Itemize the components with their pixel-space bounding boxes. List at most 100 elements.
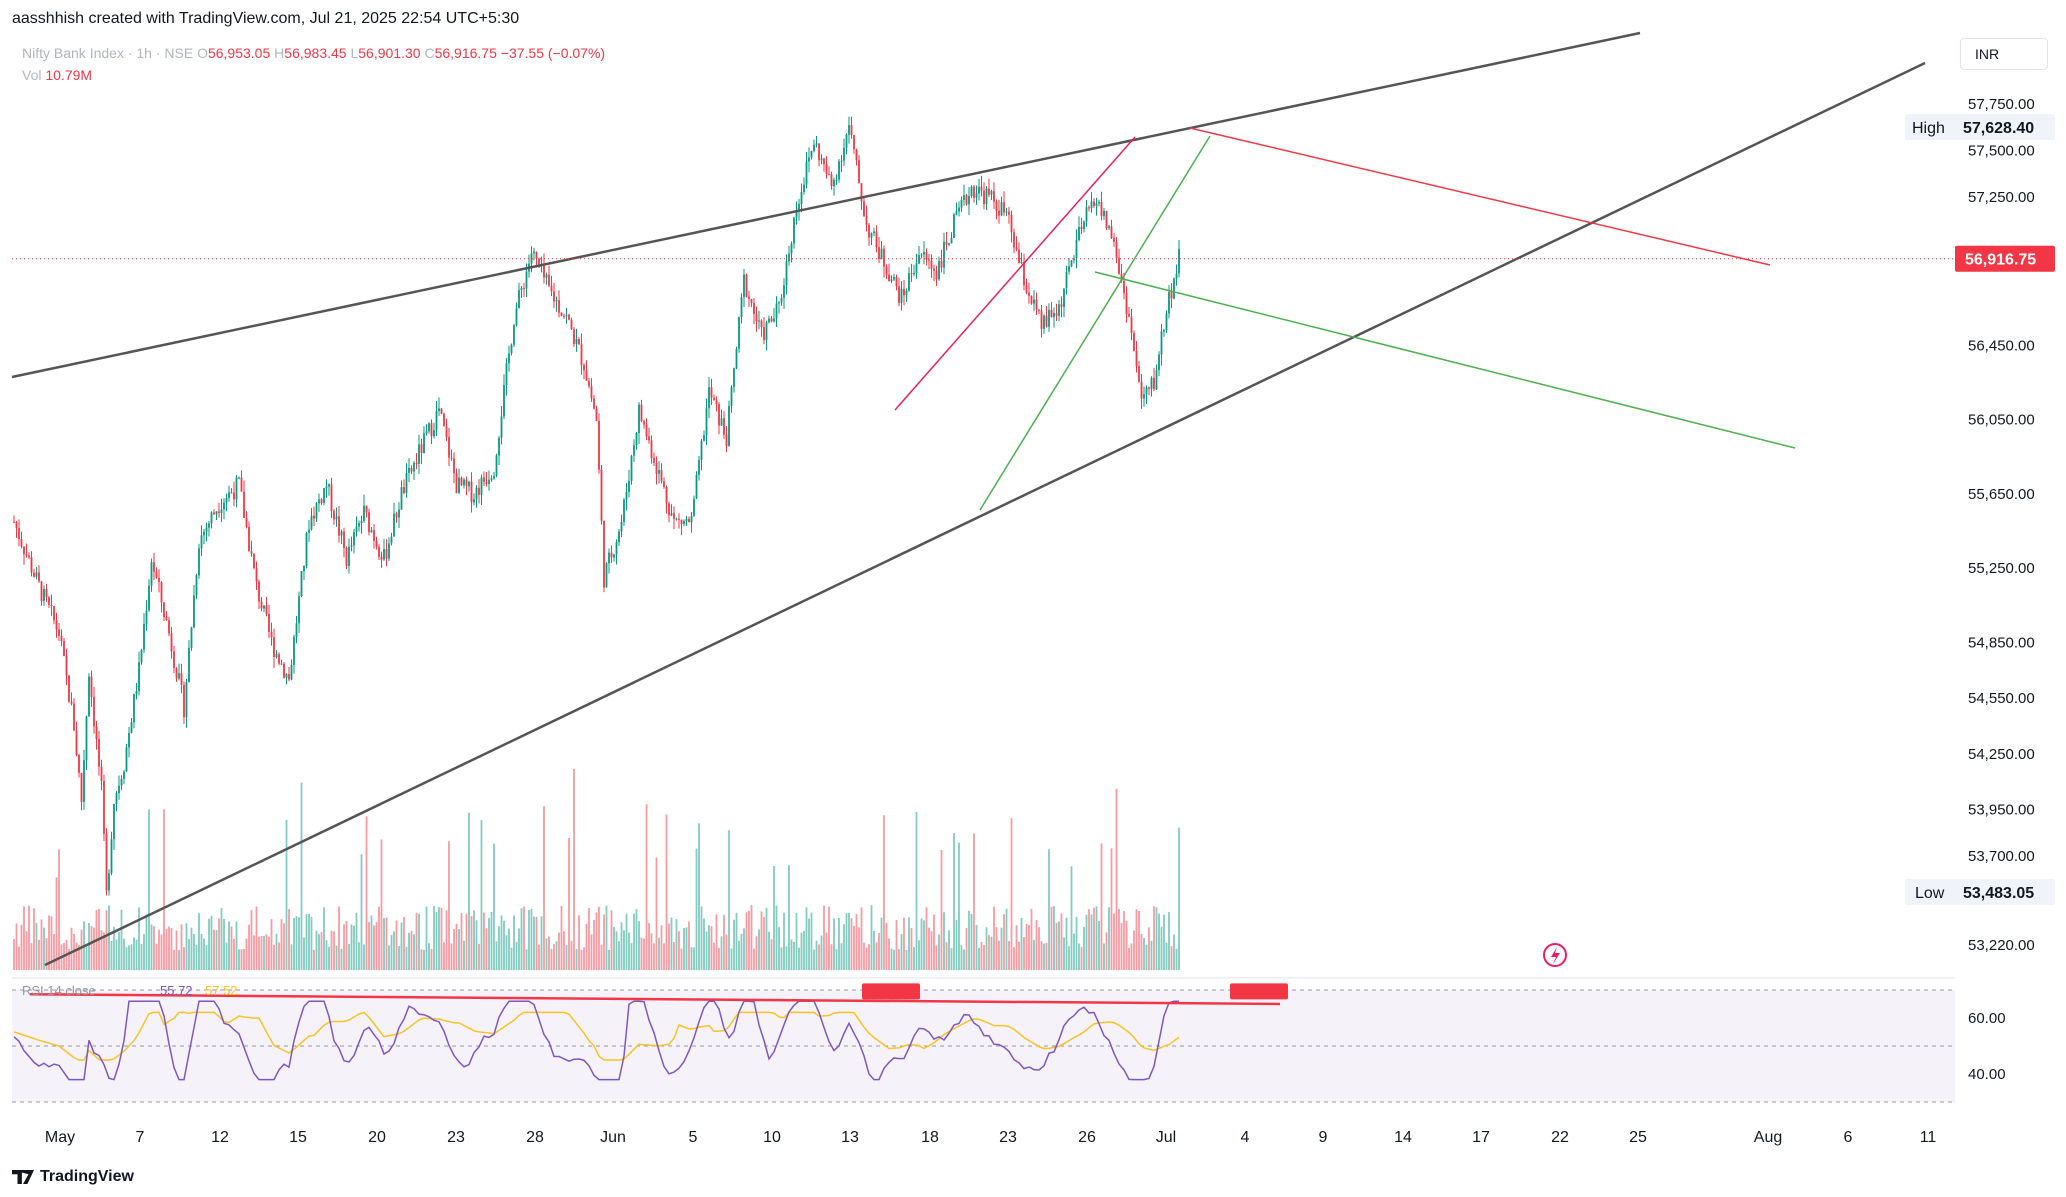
volume-bar [1168,912,1170,970]
candle-body [783,285,785,298]
volume-bar [1158,913,1160,970]
volume-bar [638,921,640,970]
candle-body [290,664,293,680]
candle-body [1010,214,1013,233]
low-marker-value: 53,483.05 [1963,885,2034,902]
candle-body [875,231,878,248]
volume-bar [803,930,805,970]
volume-bar [658,937,660,970]
volume-bar [330,930,333,970]
volume-bar [395,920,398,970]
candle-body [985,188,988,205]
candle-body [313,515,315,519]
candle-body [333,511,335,520]
candle-body [1153,377,1155,390]
candle-body [433,430,435,437]
candle-body [315,503,318,519]
candle-body [650,440,653,458]
candle-body [645,424,648,437]
candle-body [1093,201,1095,207]
volume-bar [550,948,553,970]
symbol-legend[interactable]: Nifty Bank Index · 1h · NSE O56,953.05 H… [22,45,605,61]
rsi-bear-badge-1 [862,983,920,1000]
time-axis-label: 11 [1920,1129,1937,1146]
price-chart[interactable]: 57,750.00 57,500.00 57,250.00 56,450.00 56,0… [0,0,2066,1160]
candle-body [800,191,803,205]
volume-bar [278,942,280,970]
candle-body [1160,331,1163,355]
candle-body [580,344,583,366]
volume-bar [263,935,265,970]
volume-bar [1043,943,1045,970]
candle-body [68,675,70,702]
candle-body [583,365,585,371]
volume-bar [40,919,43,970]
candle-body [748,296,750,300]
candle-body [720,418,723,426]
candle-body [30,557,33,573]
volume-bar [690,947,693,970]
candle-body [553,291,555,302]
candle-body [555,300,558,302]
candle-body [425,431,428,434]
volume-bar [958,842,960,970]
candle-body [513,325,515,345]
candle-body [765,322,768,341]
volume-bar [50,916,53,970]
candle-body [1085,207,1088,222]
volume-bar [840,943,843,970]
candle-body [730,387,733,406]
volume-bar [943,912,945,970]
volume-bar [493,843,495,970]
candle-body [815,143,818,145]
volume-bar [298,917,300,970]
candle-body [218,511,220,514]
volume-bar [1015,925,1018,970]
volume-bar [430,949,433,970]
candle-body [793,217,795,244]
volume-bar [355,912,358,970]
volume-bar [35,922,38,970]
currency-button[interactable]: INR [1960,38,2048,70]
volume-bar [908,917,910,970]
candle-body [280,663,283,665]
candle-body [978,186,980,194]
candle-body [860,183,863,202]
volume-bar [970,913,973,970]
volume-bar [620,922,623,970]
volume-bar [323,907,325,970]
volume-bar [48,915,50,970]
candle-body [913,273,915,275]
candle-body [1168,291,1170,314]
price-tick-label: 54,550.00 [1968,690,2035,707]
volume-bar [333,931,335,970]
candle-body [673,513,675,520]
volume-bar [1133,930,1135,970]
volume-bar [188,938,190,970]
lower-channel-trendline [44,61,1926,967]
volume-bar [743,928,745,970]
price-tick-label: 55,650.00 [1968,486,2035,503]
volume-bar [153,926,155,970]
candle-body [120,778,123,786]
volume-bar [880,917,883,970]
volume-bar [1055,922,1058,970]
volume-bar [688,921,690,970]
volume-bar [820,935,823,970]
candle-body [725,434,728,446]
volume-bar [790,939,793,970]
volume-bar [935,945,938,970]
volume-bar [1130,943,1133,970]
volume-bar [973,833,975,970]
volume-bar [315,930,318,970]
volume-bar [15,923,18,970]
volume-bar [1090,914,1093,970]
candle-body [813,144,815,152]
candle-body [75,730,78,755]
candle-body [723,418,725,435]
candle-body [223,502,225,510]
candle-body [265,605,268,614]
volume-legend[interactable]: Vol 10.79M [22,67,92,83]
volume-bar [123,938,125,970]
green-rally-line [979,135,1211,511]
